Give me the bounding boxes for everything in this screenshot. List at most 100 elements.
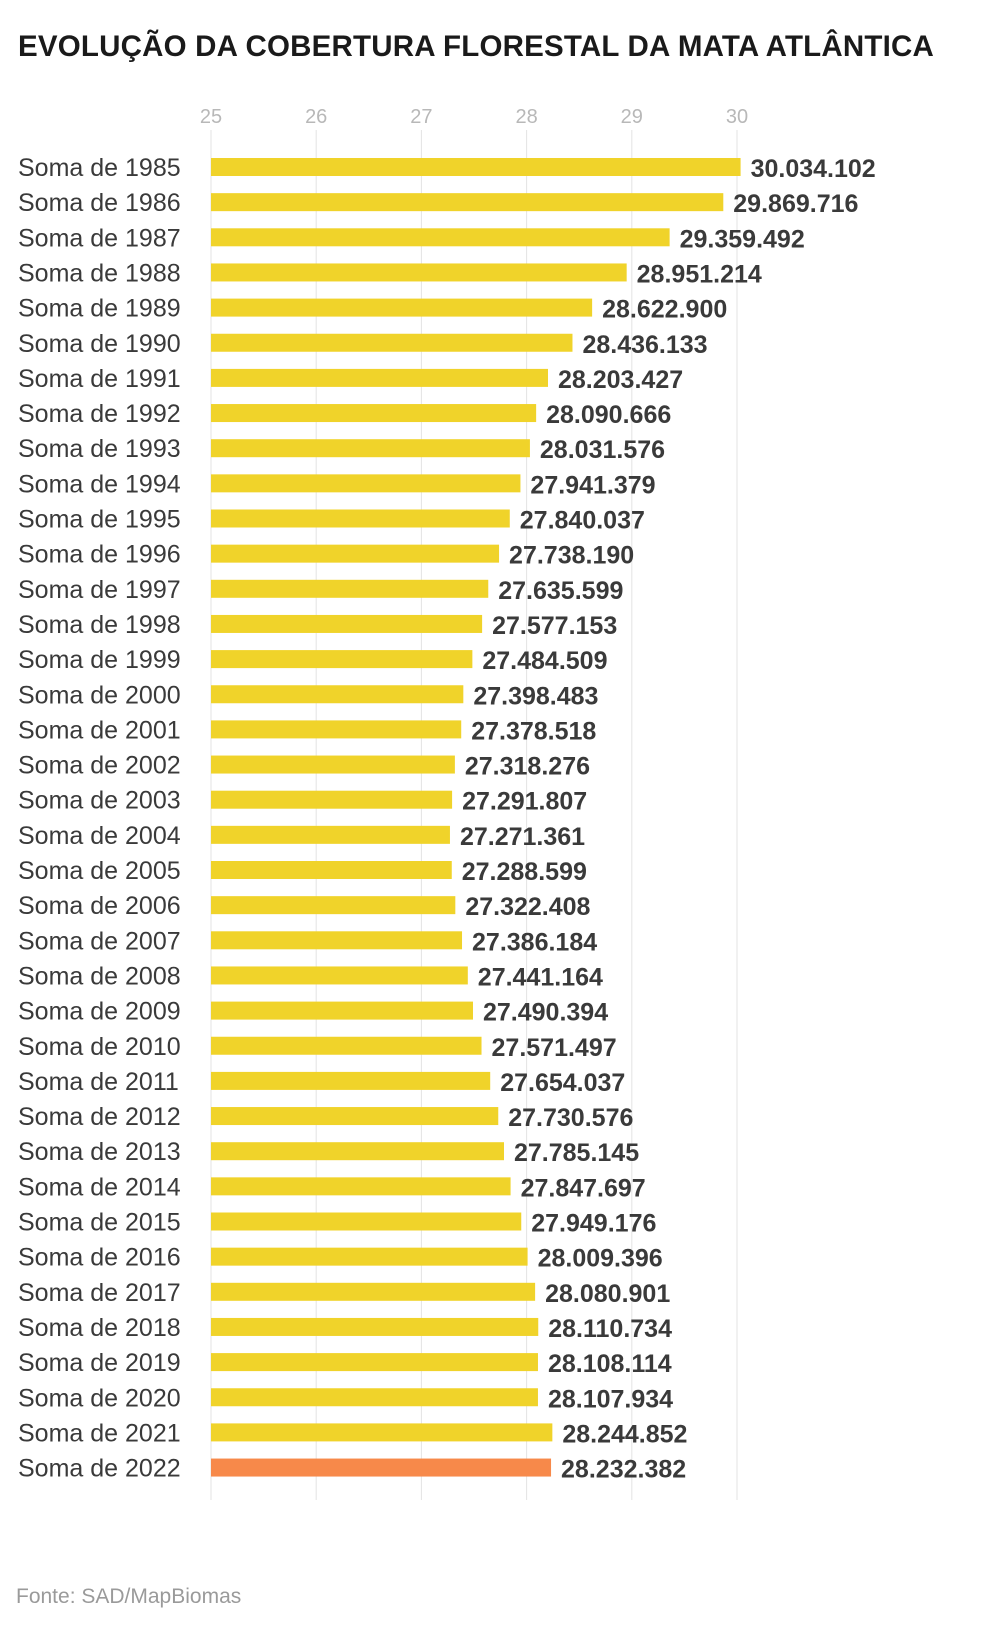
bar-13 [211, 614, 483, 633]
value-label-36: 28.244.852 [562, 1420, 687, 1448]
category-label-24: Soma de 2009 [18, 998, 181, 1026]
value-label-5: 28.436.133 [582, 331, 707, 359]
value-label-32: 28.080.901 [545, 1280, 670, 1308]
category-label-16: Soma de 2001 [18, 716, 181, 744]
value-label-23: 27.441.164 [478, 963, 603, 991]
value-label-6: 28.203.427 [558, 366, 683, 394]
source-note: Fonte: SAD/MapBiomas [16, 1585, 242, 1608]
bar-24 [211, 1001, 473, 1020]
category-label-8: Soma de 1993 [18, 435, 181, 463]
category-label-29: Soma de 2014 [18, 1173, 181, 1201]
bar-18 [211, 790, 453, 809]
bars [211, 158, 741, 1477]
bar-35 [211, 1388, 538, 1407]
bar-14 [211, 650, 473, 669]
value-label-1: 29.869.716 [733, 190, 858, 218]
category-label-32: Soma de 2017 [18, 1279, 181, 1307]
bar-27 [211, 1107, 499, 1126]
value-label-37: 28.232.382 [561, 1456, 686, 1484]
category-label-15: Soma de 2000 [18, 681, 181, 709]
bar-22 [211, 931, 463, 950]
bar-25 [211, 1036, 482, 1055]
value-label-12: 27.635.599 [498, 577, 623, 605]
bar-30 [211, 1212, 522, 1231]
value-label-25: 27.571.497 [492, 1034, 617, 1062]
x-tick-label-25: 25 [200, 106, 222, 128]
value-label-0: 30.034.102 [751, 155, 876, 183]
category-label-30: Soma de 2015 [18, 1209, 181, 1237]
category-label-2: Soma de 1987 [18, 224, 181, 252]
category-label-13: Soma de 1998 [18, 611, 181, 639]
category-label-0: Soma de 1985 [18, 154, 181, 182]
value-label-4: 28.622.900 [602, 296, 727, 324]
category-label-11: Soma de 1996 [18, 541, 181, 569]
value-labels: 30.034.102 29.869.716 29.359.492 28.951.214… [460, 155, 876, 1484]
value-label-29: 27.847.697 [521, 1174, 646, 1202]
bar-33 [211, 1317, 539, 1336]
category-label-9: Soma de 1994 [18, 470, 181, 498]
value-label-35: 28.107.934 [548, 1385, 673, 1413]
category-label-25: Soma de 2010 [18, 1033, 181, 1061]
bar-4 [211, 298, 593, 317]
bar-3 [211, 263, 627, 282]
category-label-21: Soma de 2006 [18, 892, 181, 920]
bar-31 [211, 1247, 528, 1266]
value-label-33: 28.110.734 [548, 1315, 672, 1343]
value-label-16: 27.378.518 [471, 717, 596, 745]
value-label-27: 27.730.576 [508, 1104, 633, 1132]
category-labels: Soma de 1985 Soma de 1986 Soma de 1987 Soma… [18, 154, 181, 1483]
category-label-22: Soma de 2007 [18, 927, 181, 955]
x-tick-label-29: 29 [621, 106, 643, 128]
value-label-19: 27.271.361 [460, 823, 585, 851]
bar-5 [211, 333, 573, 352]
value-label-34: 28.108.114 [548, 1350, 672, 1378]
value-label-14: 27.484.509 [482, 647, 607, 675]
x-tick-label-28: 28 [515, 106, 537, 128]
category-label-17: Soma de 2002 [18, 752, 181, 780]
category-label-27: Soma de 2012 [18, 1103, 181, 1131]
value-label-21: 27.322.408 [465, 893, 590, 921]
value-label-9: 27.941.379 [530, 471, 655, 499]
category-label-5: Soma de 1990 [18, 330, 181, 358]
category-label-4: Soma de 1989 [18, 295, 181, 323]
bar-0 [211, 158, 741, 176]
value-label-31: 28.009.396 [538, 1245, 663, 1273]
bar-20 [211, 861, 452, 879]
bar-32 [211, 1282, 536, 1301]
category-label-23: Soma de 2008 [18, 962, 181, 990]
category-label-7: Soma de 1992 [18, 400, 181, 428]
bar-21 [211, 896, 456, 915]
chart-title: EVOLUÇÃO DA COBERTURA FLORESTAL DA MATA … [18, 30, 935, 63]
bar-29 [211, 1177, 511, 1196]
category-label-12: Soma de 1997 [18, 576, 181, 604]
value-label-7: 28.090.666 [546, 401, 671, 429]
category-label-37: Soma de 2022 [18, 1455, 181, 1483]
value-label-18: 27.291.807 [462, 788, 587, 816]
bar-8 [211, 439, 530, 458]
value-label-2: 29.359.492 [680, 225, 805, 253]
category-label-14: Soma de 1999 [18, 646, 181, 674]
value-label-15: 27.398.483 [473, 682, 598, 710]
bar-1 [211, 193, 724, 212]
bar-11 [211, 544, 500, 563]
category-label-36: Soma de 2021 [18, 1419, 181, 1447]
x-axis-ticks: 25 26 27 28 29 30 [200, 106, 748, 128]
value-label-10: 27.840.037 [520, 507, 645, 535]
value-label-26: 27.654.037 [500, 1069, 625, 1097]
bar-2 [211, 228, 670, 247]
gridlines [210, 130, 738, 1500]
bar-34 [211, 1353, 538, 1372]
x-tick-label-30: 30 [726, 106, 748, 128]
bar-9 [211, 474, 521, 493]
category-label-28: Soma de 2013 [18, 1138, 181, 1166]
bar-12 [211, 579, 489, 598]
bar-28 [211, 1142, 504, 1161]
category-label-26: Soma de 2011 [18, 1068, 179, 1096]
value-label-11: 27.738.190 [509, 542, 634, 570]
bar-17 [211, 755, 455, 774]
bar-19 [211, 825, 450, 844]
category-label-33: Soma de 2018 [18, 1314, 181, 1342]
category-label-20: Soma de 2005 [18, 857, 181, 885]
category-label-10: Soma de 1995 [18, 506, 181, 534]
bar-26 [211, 1071, 491, 1090]
